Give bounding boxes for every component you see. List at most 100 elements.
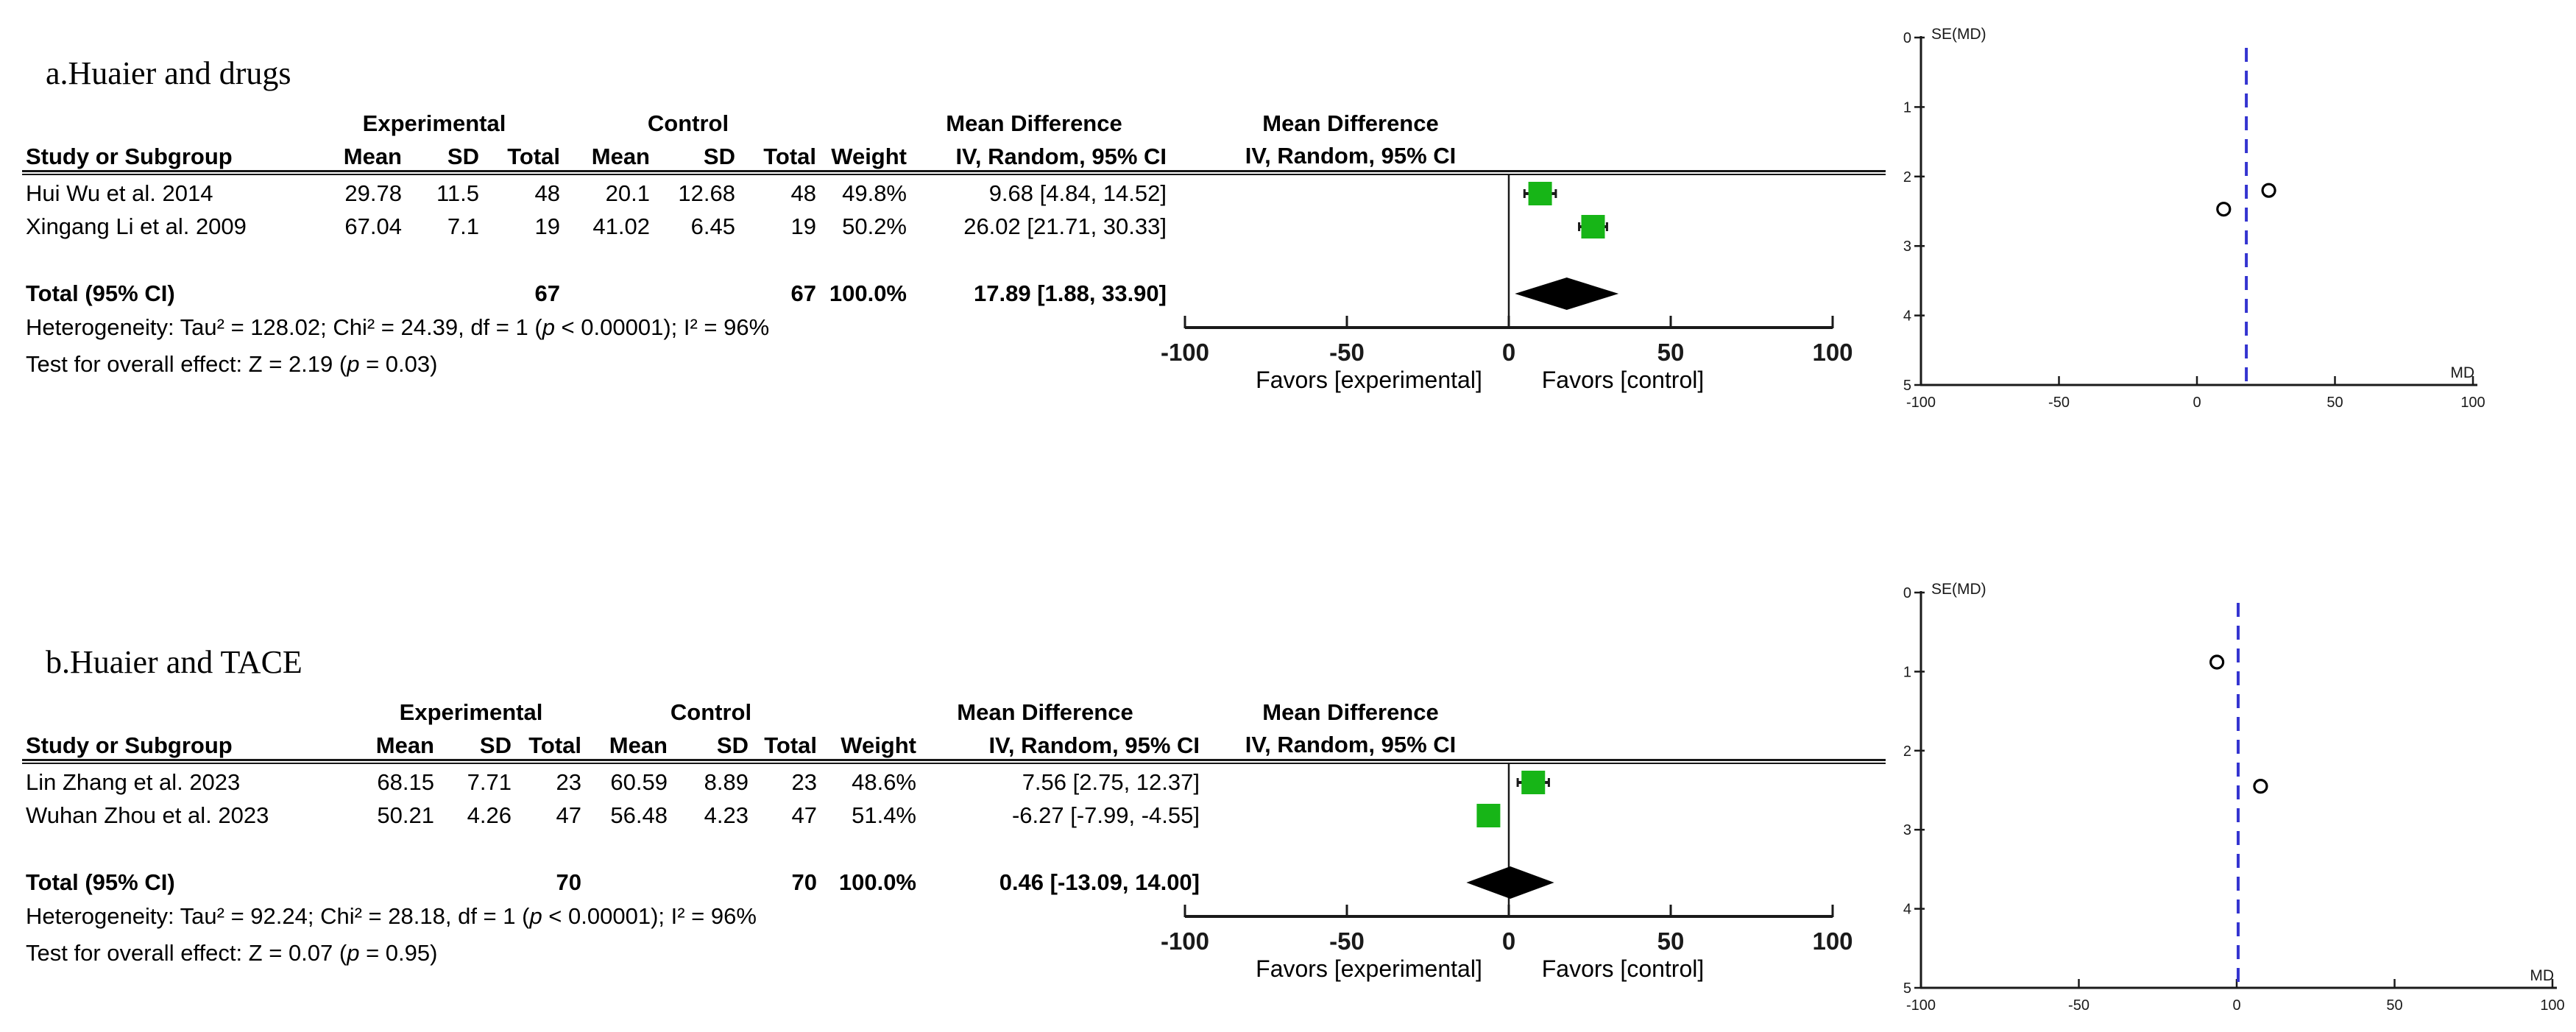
ctrl-mean: 60.59	[610, 769, 668, 795]
exp-sd: 4.26	[467, 802, 512, 828]
column-header-sd_e: SD	[479, 732, 512, 758]
md-ci-text: 26.02 [21.71, 30.33]	[963, 213, 1167, 239]
funnel-y-tick-label: 2	[1903, 743, 1911, 760]
forest-axis-tick-label: -50	[1329, 927, 1365, 955]
column-header-study: Study or Subgroup	[26, 144, 233, 169]
group-header-mean-difference: Mean Difference	[957, 699, 1133, 725]
ctrl-total: 48	[790, 180, 816, 206]
pooled-effect-diamond	[1515, 278, 1619, 310]
exp-sd: 11.5	[436, 180, 479, 206]
total-ctrl: 70	[791, 869, 817, 895]
panel-title: a.Huaier and drugs	[46, 55, 291, 91]
funnel-y-tick-label: 3	[1903, 822, 1911, 838]
overall-effect-stat: Test for overall effect: Z = 2.19 (p = 0…	[26, 351, 438, 377]
column-header-sd_e: SD	[447, 144, 479, 169]
forest-axis-tick-label: 100	[1812, 927, 1853, 955]
forest-axis-tick-label: -50	[1329, 339, 1365, 366]
ctrl-total: 19	[790, 213, 816, 239]
forest-header-mean-difference: Mean Difference	[1262, 110, 1439, 136]
weight: 49.8%	[842, 180, 907, 206]
column-header-total_c: Total	[764, 732, 817, 758]
column-header-sd_c: SD	[703, 144, 735, 169]
md-ci-text: -6.27 [-7.99, -4.55]	[1011, 802, 1200, 828]
header-divider	[22, 759, 1886, 764]
funnel-x-tick-label: -100	[1906, 997, 1936, 1014]
funnel-x-tick-label: 0	[2232, 997, 2240, 1014]
funnel-x-tick-label: 100	[2540, 997, 2564, 1014]
forest-axis-tick-label: -100	[1161, 927, 1209, 955]
funnel-y-tick-label: 5	[1903, 378, 1911, 394]
panel-huaier-and-tace: b.Huaier and TACE Experimental Control M…	[0, 589, 2576, 1031]
panel-title: b.Huaier and TACE	[46, 644, 302, 680]
total-md-ci-text: 0.46 [-13.09, 14.00]	[999, 869, 1200, 895]
funnel-y-tick-label: 0	[1903, 30, 1911, 46]
weight: 51.4%	[852, 802, 916, 828]
forest-axis-tick-label: 50	[1657, 339, 1685, 366]
funnel-x-axis-label: MD	[2530, 967, 2554, 984]
exp-mean: 50.21	[377, 802, 434, 828]
group-header-control: Control	[647, 110, 729, 136]
funnel-y-tick-label: 5	[1903, 980, 1911, 997]
funnel-study-point	[2216, 202, 2232, 217]
column-header-study: Study or Subgroup	[26, 732, 233, 758]
total-weight: 100.0%	[838, 869, 916, 895]
total-ctrl: 67	[790, 280, 816, 306]
favors-control-label: Favors [control]	[1541, 367, 1705, 393]
funnel-y-tick-label: 4	[1903, 902, 1911, 918]
ctrl-mean: 41.02	[592, 213, 650, 239]
funnel-x-tick-label: 50	[2326, 395, 2343, 411]
column-header-mean_e: Mean	[343, 144, 402, 169]
exp-mean: 68.15	[377, 769, 434, 795]
column-header-ci: IV, Random, 95% CI	[988, 732, 1200, 758]
weight: 50.2%	[842, 213, 907, 239]
favors-experimental-label: Favors [experimental]	[1256, 955, 1482, 982]
funnel-x-axis-label: MD	[2450, 364, 2474, 381]
exp-total: 23	[556, 769, 581, 795]
ctrl-sd: 12.68	[678, 180, 735, 206]
column-header-ci: IV, Random, 95% CI	[955, 144, 1167, 169]
header-divider	[22, 170, 1886, 175]
funnel-y-tick-label: 1	[1903, 664, 1911, 680]
funnel-study-point	[2261, 183, 2276, 198]
exp-total: 47	[556, 802, 581, 828]
favors-experimental-label: Favors [experimental]	[1256, 367, 1482, 393]
study-weight-square	[1581, 215, 1605, 238]
weight: 48.6%	[852, 769, 916, 795]
study-weight-square	[1476, 804, 1501, 827]
study-name: Lin Zhang et al. 2023	[26, 769, 241, 795]
column-header-total_c: Total	[763, 144, 816, 169]
study-weight-square	[1521, 771, 1546, 794]
column-header-mean_c: Mean	[591, 144, 650, 169]
ctrl-total: 23	[791, 769, 817, 795]
funnel-y-tick-label: 4	[1903, 308, 1911, 325]
forest-axis-tick-label: -100	[1161, 339, 1209, 366]
funnel-x-tick-label: 50	[2386, 997, 2402, 1014]
overall-effect-stat: Test for overall effect: Z = 0.07 (p = 0…	[26, 940, 438, 966]
total-row-label: Total (95% CI)	[26, 280, 175, 306]
forest-axis-tick-label: 0	[1502, 927, 1515, 955]
group-header-experimental: Experimental	[362, 110, 506, 136]
ctrl-mean: 56.48	[610, 802, 668, 828]
heterogeneity-stat: Heterogeneity: Tau² = 128.02; Chi² = 24.…	[26, 314, 770, 340]
md-ci-text: 7.56 [2.75, 12.37]	[1022, 769, 1200, 795]
study-name: Wuhan Zhou et al. 2023	[26, 802, 269, 828]
pooled-effect-diamond	[1466, 866, 1554, 899]
group-header-control: Control	[670, 699, 752, 725]
funnel-x-tick-label: -100	[1906, 395, 1936, 411]
funnel-y-axis-label: SE(MD)	[1931, 581, 1986, 598]
ctrl-mean: 20.1	[605, 180, 650, 206]
funnel-y-tick-label: 0	[1903, 585, 1911, 601]
column-header-mean_e: Mean	[375, 732, 434, 758]
ctrl-sd: 6.45	[690, 213, 735, 239]
funnel-study-point	[2253, 779, 2268, 794]
column-header-total_e: Total	[528, 732, 581, 758]
favors-control-label: Favors [control]	[1541, 955, 1705, 982]
funnel-x-tick-label: -50	[2068, 997, 2090, 1014]
heterogeneity-stat: Heterogeneity: Tau² = 92.24; Chi² = 28.1…	[26, 903, 757, 929]
total-row-label: Total (95% CI)	[26, 869, 175, 895]
forest-header-mean-difference: Mean Difference	[1262, 699, 1439, 725]
funnel-study-point	[2209, 654, 2225, 670]
funnel-y-tick-label: 1	[1903, 99, 1911, 116]
forest-axis-tick-label: 0	[1502, 339, 1515, 366]
funnel-y-tick-label: 3	[1903, 238, 1911, 255]
